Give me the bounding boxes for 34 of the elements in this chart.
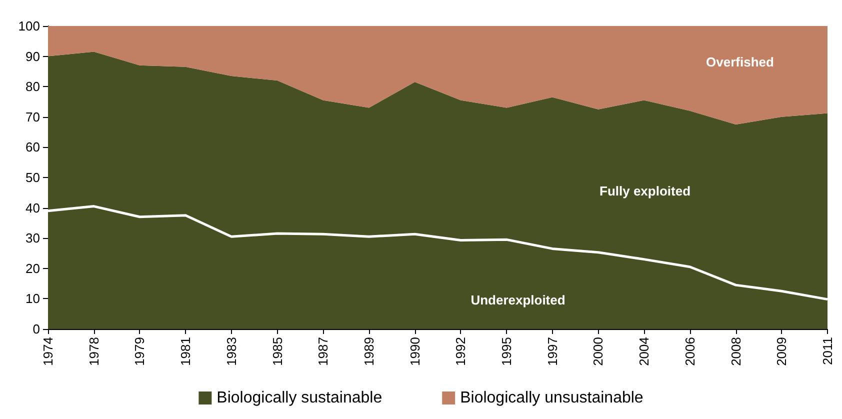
annotation: Overfished xyxy=(706,54,774,70)
y-tick-label: 70 xyxy=(26,109,40,124)
x-tick-label: 1992 xyxy=(453,337,468,366)
x-tick-label: 1985 xyxy=(270,337,285,366)
y-tick-label: 40 xyxy=(26,200,40,216)
y-tick-label: 10 xyxy=(26,291,40,306)
x-tick-label: 1987 xyxy=(316,337,331,366)
x-tick-label: 2004 xyxy=(636,337,652,366)
y-tick-label: 20 xyxy=(26,260,40,276)
x-tick-label: 1989 xyxy=(361,337,376,366)
x-tick-label: 1981 xyxy=(178,337,194,366)
x-tick-label: 2011 xyxy=(820,337,835,365)
x-tick-label: 1983 xyxy=(224,337,239,366)
x-tick-label: 1997 xyxy=(544,337,560,366)
y-tick-label: 90 xyxy=(26,48,40,64)
y-tick-label: 30 xyxy=(26,230,40,246)
x-tick-label: 1995 xyxy=(499,337,514,366)
x-tick-label: 2000 xyxy=(590,337,606,366)
x-tick-label: 2009 xyxy=(774,337,790,366)
x-tick-label: 1990 xyxy=(407,337,422,366)
x-tick-label: 1979 xyxy=(132,337,148,366)
x-tick-label: 2008 xyxy=(728,337,744,366)
legend-label: Biologically sustainable xyxy=(216,390,382,406)
y-tick-label: 60 xyxy=(26,140,40,155)
x-tick-label: 1978 xyxy=(86,337,102,366)
legend-label: Biologically unsustainable xyxy=(460,390,644,406)
x-tick-label: 2006 xyxy=(682,337,698,366)
annotation: Fully exploited xyxy=(599,184,691,198)
annotation: Underexploited xyxy=(470,292,566,308)
y-tick-label: 0 xyxy=(32,322,40,336)
y-tick-label: 100 xyxy=(18,18,40,34)
y-tick-label: 80 xyxy=(26,79,40,94)
x-tick-label: 1974 xyxy=(40,337,56,366)
y-tick-label: 50 xyxy=(26,170,40,185)
